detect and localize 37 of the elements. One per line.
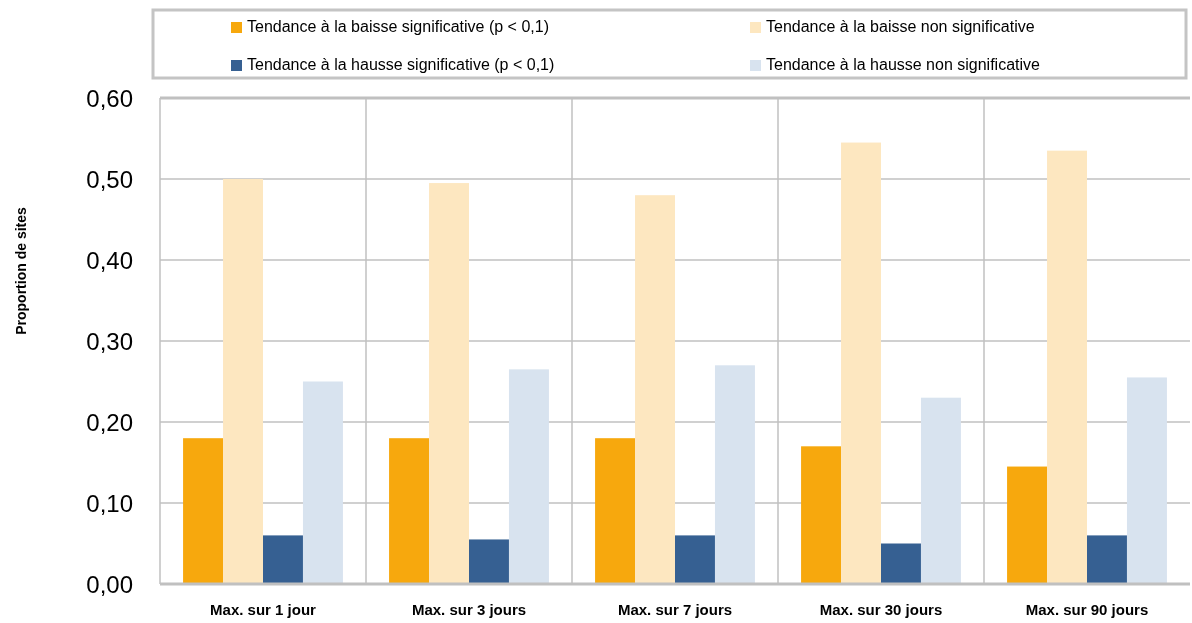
y-tick-label: 0,50	[86, 165, 133, 193]
bar	[1126, 377, 1167, 584]
bar	[881, 543, 921, 584]
x-tick-label: Max. sur 1 jour	[210, 600, 317, 618]
bar	[508, 369, 549, 584]
bar	[841, 142, 881, 584]
y-axis-title: Proportion de sites	[12, 207, 29, 335]
x-tick-label: Max. sur 90 jours	[1025, 600, 1149, 618]
bar	[675, 535, 715, 584]
bar	[302, 381, 343, 584]
y-tick-label: 0,10	[86, 489, 133, 517]
bar	[635, 195, 675, 584]
bar	[801, 446, 842, 584]
y-tick-label: 0,30	[86, 327, 133, 355]
legend-label: Tendance à la hausse significative (p < 0,1)	[247, 56, 555, 74]
y-tick-label: 0,20	[86, 408, 133, 436]
bar	[263, 535, 303, 584]
legend-label: Tendance à la baisse non significative	[766, 18, 1035, 36]
bar	[1087, 535, 1127, 584]
x-tick-label: Max. sur 7 jours	[617, 600, 733, 618]
x-tick-label: Max. sur 30 jours	[819, 600, 943, 618]
bar	[595, 438, 636, 584]
bar	[429, 183, 469, 584]
bar	[183, 438, 224, 584]
y-tick-label: 0,00	[86, 570, 133, 598]
bar	[389, 438, 430, 584]
legend-label: Tendance à la hausse non significative	[766, 56, 1041, 74]
legend-label: Tendance à la baisse significative (p < 0,1)	[247, 18, 549, 36]
y-tick-label: 0,60	[86, 84, 133, 112]
bar	[469, 539, 509, 584]
bar	[920, 397, 961, 584]
bar	[1007, 466, 1048, 584]
y-tick-label: 0,40	[86, 246, 133, 274]
bar	[714, 365, 755, 584]
bar	[1047, 150, 1087, 584]
x-tick-label: Max. sur 3 jours	[411, 600, 527, 618]
bar	[223, 179, 263, 584]
